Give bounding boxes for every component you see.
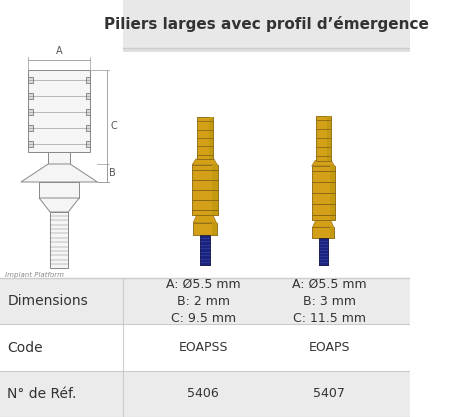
Bar: [327, 116, 330, 161]
Polygon shape: [28, 109, 33, 115]
Bar: [0, 371, 410, 417]
Bar: [209, 117, 213, 159]
Polygon shape: [28, 70, 90, 152]
Bar: [192, 165, 217, 215]
Text: Implant Platform: Implant Platform: [4, 272, 63, 278]
Polygon shape: [48, 152, 70, 164]
Bar: [212, 223, 216, 235]
Text: C: C: [110, 121, 117, 131]
Bar: [193, 223, 216, 235]
Polygon shape: [86, 93, 90, 99]
Polygon shape: [192, 159, 217, 165]
Polygon shape: [28, 77, 33, 83]
Bar: [316, 116, 330, 161]
Text: 5406: 5406: [187, 387, 219, 400]
Polygon shape: [28, 93, 33, 99]
Bar: [212, 165, 217, 215]
Polygon shape: [86, 141, 90, 147]
Text: N° de Réf.: N° de Réf.: [7, 387, 77, 401]
Polygon shape: [86, 109, 90, 115]
Polygon shape: [39, 198, 79, 212]
Text: 5407: 5407: [313, 387, 345, 400]
Polygon shape: [193, 215, 216, 223]
Bar: [123, 0, 410, 48]
Bar: [0, 324, 410, 371]
Polygon shape: [312, 220, 334, 227]
Text: B: B: [109, 168, 116, 178]
Bar: [312, 227, 334, 238]
Text: EOAPSS: EOAPSS: [178, 341, 228, 354]
Bar: [312, 227, 334, 238]
Bar: [330, 227, 334, 238]
Bar: [200, 235, 210, 265]
Bar: [197, 117, 213, 159]
Bar: [197, 117, 213, 159]
Bar: [312, 166, 335, 220]
Text: A: A: [56, 46, 63, 56]
Text: Dimensions: Dimensions: [7, 294, 88, 308]
Text: Piliers larges avec profil d’émergence: Piliers larges avec profil d’émergence: [104, 16, 429, 32]
Bar: [123, 48, 410, 52]
Polygon shape: [312, 161, 335, 166]
Polygon shape: [28, 141, 33, 147]
Polygon shape: [86, 125, 90, 131]
Text: Code: Code: [7, 341, 43, 354]
Bar: [316, 116, 330, 161]
Bar: [192, 165, 217, 215]
Text: A: Ø5.5 mm
B: 2 mm
C: 9.5 mm: A: Ø5.5 mm B: 2 mm C: 9.5 mm: [166, 278, 240, 325]
Bar: [319, 238, 328, 265]
Bar: [193, 223, 216, 235]
Bar: [0, 278, 410, 324]
Polygon shape: [21, 164, 97, 182]
Text: EOAPS: EOAPS: [309, 341, 350, 354]
Bar: [319, 238, 328, 265]
Bar: [330, 166, 335, 220]
Polygon shape: [39, 182, 79, 198]
Polygon shape: [50, 212, 68, 268]
Polygon shape: [28, 125, 33, 131]
Bar: [312, 166, 335, 220]
Text: A: Ø5.5 mm
B: 3 mm
C: 11.5 mm: A: Ø5.5 mm B: 3 mm C: 11.5 mm: [292, 278, 367, 325]
Bar: [0, 0, 123, 417]
Polygon shape: [86, 77, 90, 83]
Bar: [200, 235, 210, 265]
